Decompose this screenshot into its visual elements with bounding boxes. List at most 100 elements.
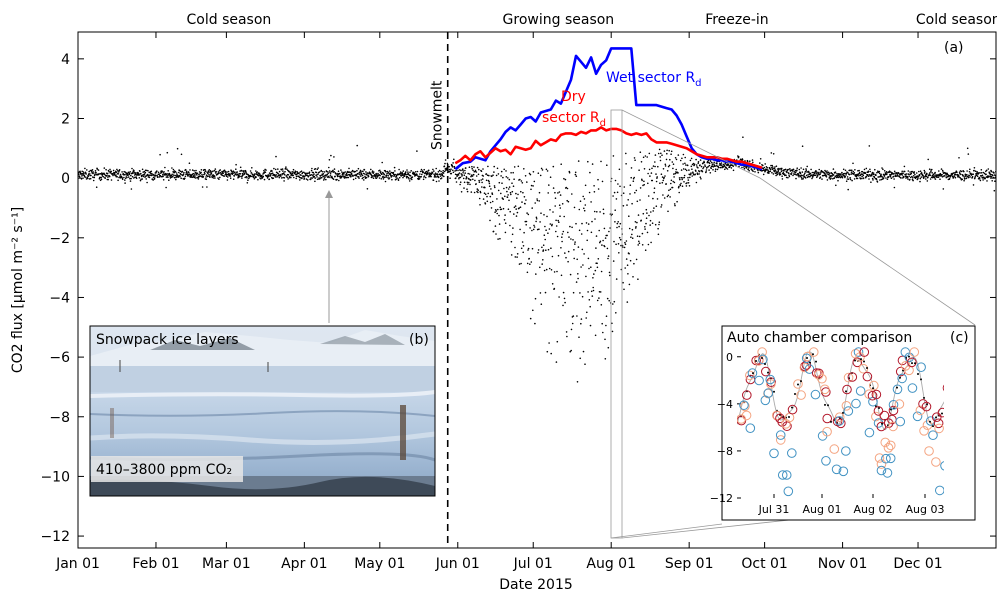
flux-point [529,317,532,320]
inset-c-chamber-point [881,453,891,464]
flux-point [184,168,187,171]
flux-point [799,174,801,177]
flux-point [622,205,625,207]
flux-point [175,172,178,174]
flux-point [227,170,230,173]
flux-point [492,174,494,176]
flux-point [218,178,220,180]
flux-point [623,246,626,249]
flux-point [455,181,458,183]
flux-point [546,215,548,218]
flux-point [601,244,603,246]
flux-point [769,170,772,173]
flux-point [284,170,286,173]
flux-point [521,241,524,243]
flux-point [138,177,141,179]
flux-point [359,173,361,176]
flux-point [362,170,364,173]
flux-point [839,176,842,179]
flux-point [107,176,109,178]
flux-point [775,165,778,167]
flux-point [810,174,813,177]
flux-point [618,168,621,171]
flux-point [572,315,575,317]
inset-c-title: Auto chamber comparison [727,330,912,346]
flux-point [772,153,775,155]
flux-point [581,248,584,251]
flux-point [514,205,517,207]
flux-point [519,228,521,231]
flux-point [616,222,619,225]
flux-point [695,181,698,184]
flux-point [632,180,635,182]
flux-point [966,147,969,150]
flux-point [472,173,475,176]
flux-point [911,170,913,173]
inset-c-ec-point [911,362,913,365]
flux-point [550,352,552,355]
flux-point [557,254,560,257]
inset-c-ec-point [932,425,934,428]
flux-point [713,161,715,164]
flux-point [441,173,444,176]
flux-point [337,173,340,176]
inset-c-ec-point [761,357,763,359]
flux-point [619,222,622,225]
flux-point [335,173,338,175]
flux-point [168,173,171,176]
flux-point [544,238,546,241]
flux-point [681,178,683,181]
flux-point [697,167,699,169]
flux-point [589,324,592,327]
flux-point [176,147,179,150]
flux-point [922,177,925,179]
flux-point [966,173,968,176]
flux-point [710,167,712,170]
flux-point [184,177,186,180]
flux-point [643,180,645,183]
flux-point [780,169,782,171]
inset-c-ec-point [791,406,793,409]
flux-point [681,157,683,160]
flux-point [341,175,343,178]
flux-point [584,204,587,206]
season-label: Cold season [187,12,272,28]
flux-point [645,208,648,211]
flux-point [92,172,94,175]
flux-point [566,187,569,190]
flux-point [485,173,488,175]
flux-point [372,172,375,174]
flux-point [494,211,496,213]
flux-point [846,178,849,180]
flux-point [468,178,470,180]
flux-point [848,169,851,172]
flux-point [86,177,89,180]
flux-point [512,227,514,229]
flux-point [573,257,575,260]
flux-point [893,175,895,178]
flux-point [661,154,663,156]
flux-point [685,169,688,172]
flux-point [673,173,675,175]
flux-point [514,246,516,249]
flux-point [985,173,987,176]
flux-point [289,171,292,174]
flux-point [519,206,522,208]
flux-point [590,266,592,269]
flux-point [915,172,918,174]
flux-point [85,178,88,180]
flux-point [174,174,176,177]
flux-point [95,172,97,174]
flux-point [308,171,311,173]
flux-point [315,171,318,174]
flux-point [727,164,730,166]
flux-point [281,172,284,175]
flux-point [507,188,510,190]
flux-point [644,226,646,228]
flux-point [690,157,693,160]
flux-point [317,173,319,176]
flux-point [643,183,645,186]
flux-point [680,176,683,179]
flux-point [275,155,277,158]
flux-point [517,165,520,168]
